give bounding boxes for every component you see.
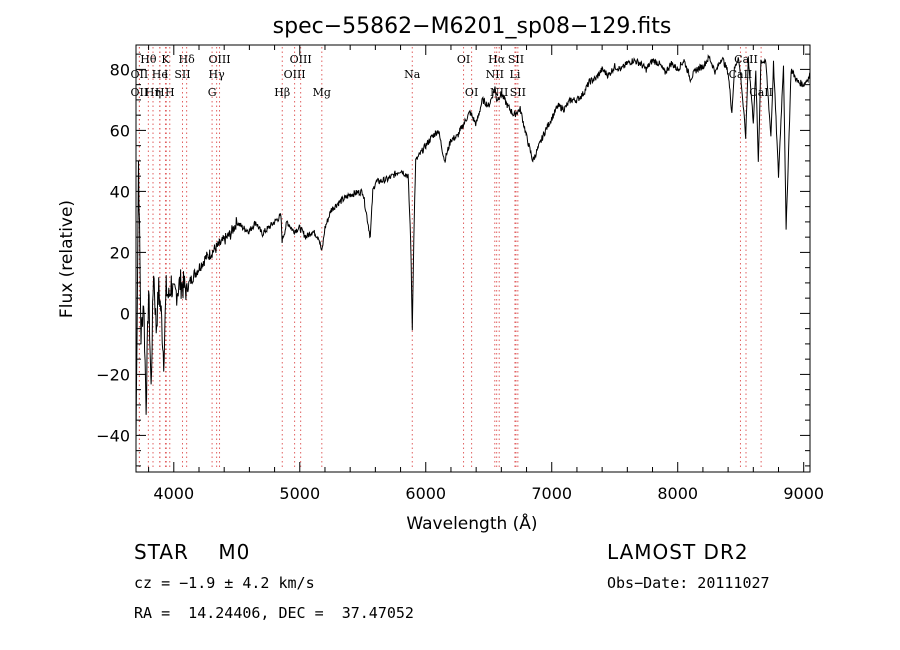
spectrum-series <box>135 54 811 442</box>
y-tick-label: −20 <box>96 365 130 384</box>
line-marker-label: OI <box>465 86 478 99</box>
x-tick-label: 8000 <box>657 484 698 503</box>
sky-coordinates: RA = 14.24406, DEC = 37.47052 <box>134 604 414 622</box>
line-marker-label: SII <box>508 53 524 66</box>
line-marker-label: NII <box>486 68 504 81</box>
y-axis-label: Flux (relative) <box>57 200 77 318</box>
line-marker-label: OII <box>131 86 149 99</box>
x-tick-label: 5000 <box>279 484 320 503</box>
line-marker-label: Hθ <box>140 53 157 66</box>
line-marker-label: Hη <box>145 86 161 99</box>
line-marker-label: CaII <box>749 86 773 99</box>
x-tick-label: 7000 <box>531 484 572 503</box>
y-tick-label: 20 <box>110 243 130 262</box>
chart-title: spec−55862−M6201_sp08−129.fits <box>273 14 672 39</box>
x-tick-label: 9000 <box>783 484 824 503</box>
y-tick-label: 0 <box>120 304 130 323</box>
x-axis-ticks: 4000 5000 6000 7000 8000 9000 <box>148 45 824 503</box>
line-marker-label: Li <box>510 68 521 81</box>
plot-frame <box>135 44 811 473</box>
line-marker-label: H <box>165 86 175 99</box>
spectrum-line <box>135 54 811 442</box>
line-marker-label: OIII <box>290 53 312 66</box>
line-marker-label: SII <box>174 68 190 81</box>
line-marker-label: K <box>161 53 170 66</box>
line-marker-label: OI <box>457 53 470 66</box>
line-marker-label: Mg <box>313 86 331 99</box>
x-axis-label: Wavelength (Å) <box>406 512 537 534</box>
line-marker-label: OIII <box>208 53 230 66</box>
line-marker-label: Hβ <box>274 86 290 99</box>
line-marker-label: G <box>208 86 217 99</box>
line-marker-label: NII <box>490 86 508 99</box>
line-marker-label: Hδ <box>179 53 196 66</box>
line-marker-label: CaII <box>729 68 753 81</box>
line-marker-label: SII <box>510 86 526 99</box>
line-marker-label: CaII <box>734 53 758 66</box>
observation-date: Obs−Date: 20111027 <box>607 574 770 592</box>
y-tick-label: −40 <box>96 426 130 445</box>
line-marker-label: He <box>152 68 168 81</box>
line-marker-label: H <box>155 86 165 99</box>
object-class: STAR M0 <box>134 540 251 564</box>
spectral-line-markers <box>138 47 762 470</box>
line-marker-label: Hγ <box>209 68 226 81</box>
y-axis-ticks: −40 −20 0 20 40 60 80 <box>96 53 810 467</box>
line-marker-label: I <box>164 68 168 81</box>
x-tick-label: 6000 <box>405 484 446 503</box>
y-tick-label: 40 <box>110 182 130 201</box>
line-marker-label: OII <box>131 68 149 81</box>
x-tick-label: 4000 <box>153 484 194 503</box>
survey-name: LAMOST DR2 <box>607 540 749 564</box>
line-marker-label: Na <box>404 68 421 81</box>
line-marker-label: Hα <box>488 53 506 66</box>
line-marker-label: OIII <box>284 68 306 81</box>
y-tick-label: 60 <box>110 121 130 140</box>
redshift-cz: cz = −1.9 ± 4.2 km/s <box>134 574 315 592</box>
y-tick-label: 80 <box>110 60 130 79</box>
